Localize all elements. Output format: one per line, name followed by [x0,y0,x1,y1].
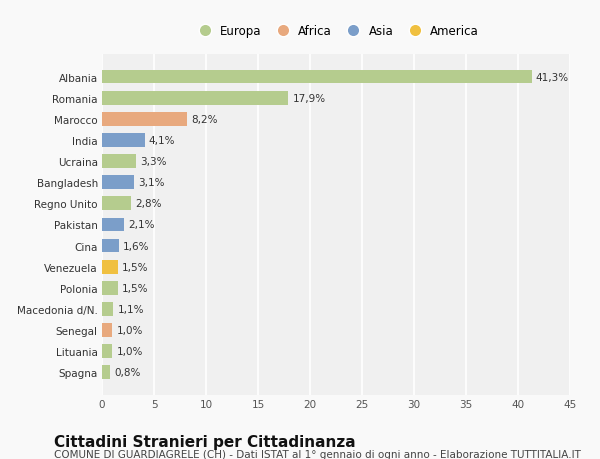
Bar [102,176,134,190]
Bar [102,281,118,295]
Bar [102,197,131,211]
Bar [102,302,113,316]
Bar [102,239,119,253]
Bar [102,345,112,358]
Text: 3,3%: 3,3% [140,157,167,167]
Bar [102,324,112,337]
Text: 0,8%: 0,8% [115,368,141,377]
Text: 3,1%: 3,1% [139,178,165,188]
Text: COMUNE DI GUARDIAGRELE (CH) - Dati ISTAT al 1° gennaio di ogni anno - Elaborazio: COMUNE DI GUARDIAGRELE (CH) - Dati ISTAT… [54,449,581,459]
Text: 41,3%: 41,3% [536,73,569,82]
Text: 1,6%: 1,6% [123,241,149,251]
Bar [102,260,118,274]
Text: 1,5%: 1,5% [122,262,148,272]
Text: Cittadini Stranieri per Cittadinanza: Cittadini Stranieri per Cittadinanza [54,434,356,449]
Text: 1,0%: 1,0% [116,325,143,335]
Bar [102,92,288,105]
Text: 4,1%: 4,1% [149,135,175,146]
Text: 2,1%: 2,1% [128,220,155,230]
Bar [102,112,187,126]
Bar [102,366,110,379]
Legend: Europa, Africa, Asia, America: Europa, Africa, Asia, America [188,20,484,43]
Text: 8,2%: 8,2% [191,115,218,124]
Bar [102,134,145,147]
Text: 1,5%: 1,5% [122,283,148,293]
Text: 1,1%: 1,1% [118,304,144,314]
Text: 17,9%: 17,9% [292,94,325,103]
Text: 2,8%: 2,8% [135,199,162,209]
Bar [102,71,532,84]
Bar [102,155,136,168]
Bar [102,218,124,232]
Text: 1,0%: 1,0% [116,347,143,356]
